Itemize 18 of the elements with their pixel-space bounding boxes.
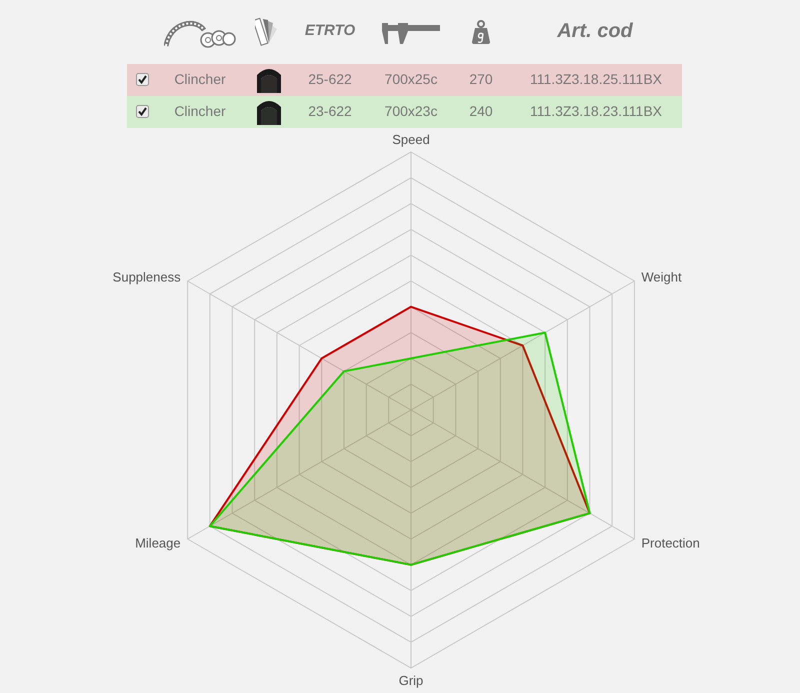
text: Clincher — [173, 71, 227, 87]
text: 23-622 — [308, 103, 352, 119]
text: Art. cod — [556, 20, 634, 43]
spoke-label: Mileage — [135, 536, 181, 551]
text: 111.3Z3.18.25.111BX — [528, 71, 664, 87]
text: ETRTO — [304, 22, 356, 39]
spoke-label: Grip — [398, 673, 424, 688]
text: 25-622 — [308, 71, 352, 87]
spoke-label: Protection — [641, 536, 700, 551]
text: Clincher — [173, 103, 227, 119]
text: 700x23c — [384, 103, 438, 119]
text: 240 — [469, 103, 493, 119]
text: 270 — [469, 71, 493, 87]
spoke-label: Weight — [641, 270, 682, 285]
spoke-label: Suppleness — [112, 270, 182, 285]
text: 111.3Z3.18.23.111BX — [528, 103, 664, 119]
text: 700x25c — [384, 71, 438, 87]
spoke-label: Speed — [392, 132, 430, 147]
